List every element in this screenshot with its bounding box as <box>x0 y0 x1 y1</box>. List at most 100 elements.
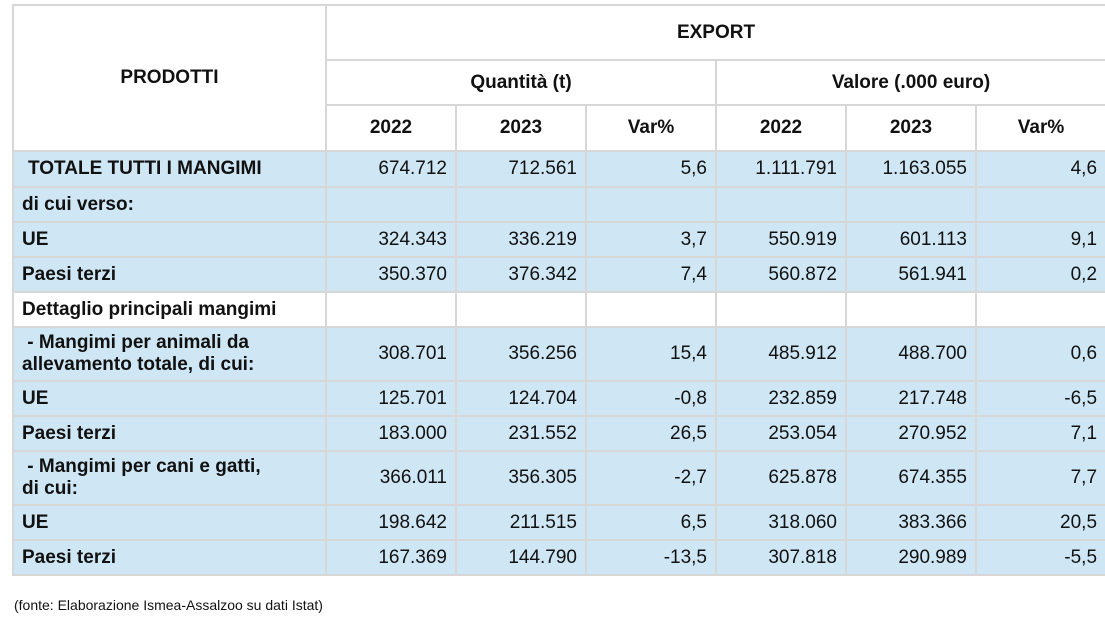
cell: 5,6 <box>585 150 717 188</box>
header-valore: Valore (.000 euro) <box>714 59 1105 106</box>
cell: -5,5 <box>974 539 1105 576</box>
cell: 601.113 <box>845 221 977 258</box>
table-row: UE 324.343 336.219 3,7 550.919 601.113 9… <box>12 221 1105 258</box>
cell: 7,1 <box>974 415 1105 452</box>
cell: 7,7 <box>974 450 1105 506</box>
cell: 231.552 <box>455 415 587 452</box>
header-year-2023-v: 2023 <box>845 104 977 152</box>
cell: 550.919 <box>715 221 847 258</box>
table-row: Dettaglio principali mangimi <box>12 291 1105 328</box>
cell: 712.561 <box>455 150 587 188</box>
cell: 366.011 <box>325 450 457 506</box>
table-row: UE 125.701 124.704 -0,8 232.859 217.748 … <box>12 380 1105 417</box>
export-table: PRODOTTI EXPORT Quantità (t) Valore (.00… <box>12 4 1105 576</box>
cell <box>325 291 457 328</box>
cell: 15,4 <box>585 326 717 382</box>
cell: 318.060 <box>715 504 847 541</box>
cell <box>845 186 977 223</box>
cell: 307.818 <box>715 539 847 576</box>
table-row: TOTALE TUTTI I MANGIMI 674.712 712.561 5… <box>12 150 1105 188</box>
cell: 253.054 <box>715 415 847 452</box>
cell: 167.369 <box>325 539 457 576</box>
cell: 20,5 <box>974 504 1105 541</box>
cell: 9,1 <box>974 221 1105 258</box>
cell <box>585 186 717 223</box>
cell: 356.256 <box>455 326 587 382</box>
cell: 336.219 <box>455 221 587 258</box>
cell: 308.701 <box>325 326 457 382</box>
cell: 488.700 <box>845 326 977 382</box>
cell <box>974 291 1105 328</box>
cell: 324.343 <box>325 221 457 258</box>
header-quantita: Quantità (t) <box>325 59 717 106</box>
cell: 26,5 <box>585 415 717 452</box>
cell: 217.748 <box>845 380 977 417</box>
cell: 674.355 <box>845 450 977 506</box>
cell: 485.912 <box>715 326 847 382</box>
cell: 356.305 <box>455 450 587 506</box>
row-label: Paesi terzi <box>12 539 327 576</box>
cell: 290.989 <box>845 539 977 576</box>
row-label: - Mangimi per animali da allevamento tot… <box>12 326 327 382</box>
table-row: Paesi terzi 183.000 231.552 26,5 253.054… <box>12 415 1105 452</box>
header-year-2022-q: 2022 <box>325 104 457 152</box>
row-label: Paesi terzi <box>12 256 327 293</box>
row-label: Dettaglio principali mangimi <box>12 291 327 328</box>
cell: 7,4 <box>585 256 717 293</box>
cell: 0,6 <box>974 326 1105 382</box>
header-year-2022-v: 2022 <box>715 104 847 152</box>
cell: 4,6 <box>974 150 1105 188</box>
cell: -0,8 <box>585 380 717 417</box>
cell <box>455 186 587 223</box>
cell: 6,5 <box>585 504 717 541</box>
row-label: di cui verso: <box>12 186 327 223</box>
row-label-line: allevamento totale, di cui: <box>22 354 255 375</box>
row-label-line: - Mangimi per cani e gatti, <box>22 456 261 477</box>
source-note: (fonte: Elaborazione Ismea-Assalzoo su d… <box>14 597 323 613</box>
cell: 561.941 <box>845 256 977 293</box>
row-label: TOTALE TUTTI I MANGIMI <box>12 150 327 188</box>
row-label: UE <box>12 504 327 541</box>
header-export: EXPORT <box>324 4 1105 61</box>
table-row: - Mangimi per cani e gatti, di cui: 366.… <box>12 450 1105 506</box>
cell <box>974 186 1105 223</box>
cell <box>845 291 977 328</box>
cell: 1.111.791 <box>715 150 847 188</box>
table-row: Paesi terzi 167.369 144.790 -13,5 307.81… <box>12 539 1105 576</box>
row-label: UE <box>12 221 327 258</box>
cell: -13,5 <box>585 539 717 576</box>
table-row: UE 198.642 211.515 6,5 318.060 383.366 2… <box>12 504 1105 541</box>
row-label-line: - Mangimi per animali da <box>22 332 249 353</box>
cell: -6,5 <box>974 380 1105 417</box>
cell: 125.701 <box>325 380 457 417</box>
cell <box>715 291 847 328</box>
cell: 625.878 <box>715 450 847 506</box>
cell <box>585 291 717 328</box>
table-row: di cui verso: <box>12 186 1105 223</box>
table-row: - Mangimi per animali da allevamento tot… <box>12 326 1105 382</box>
cell: 376.342 <box>455 256 587 293</box>
row-label-line: di cui: <box>22 478 78 499</box>
cell: 270.952 <box>845 415 977 452</box>
cell: 0,2 <box>974 256 1105 293</box>
header-prodotti: PRODOTTI <box>12 4 327 152</box>
cell: 383.366 <box>845 504 977 541</box>
header-var-v: Var% <box>974 104 1105 152</box>
cell: -2,7 <box>585 450 717 506</box>
cell: 198.642 <box>325 504 457 541</box>
cell: 674.712 <box>325 150 457 188</box>
cell: 211.515 <box>455 504 587 541</box>
header-var-q: Var% <box>585 104 717 152</box>
cell: 124.704 <box>455 380 587 417</box>
table-row: Paesi terzi 350.370 376.342 7,4 560.872 … <box>12 256 1105 293</box>
row-label: - Mangimi per cani e gatti, di cui: <box>12 450 327 506</box>
cell <box>325 186 457 223</box>
cell: 144.790 <box>455 539 587 576</box>
row-label: Paesi terzi <box>12 415 327 452</box>
cell <box>455 291 587 328</box>
cell <box>715 186 847 223</box>
row-label: UE <box>12 380 327 417</box>
cell: 560.872 <box>715 256 847 293</box>
cell: 183.000 <box>325 415 457 452</box>
header-year-2023-q: 2023 <box>455 104 587 152</box>
